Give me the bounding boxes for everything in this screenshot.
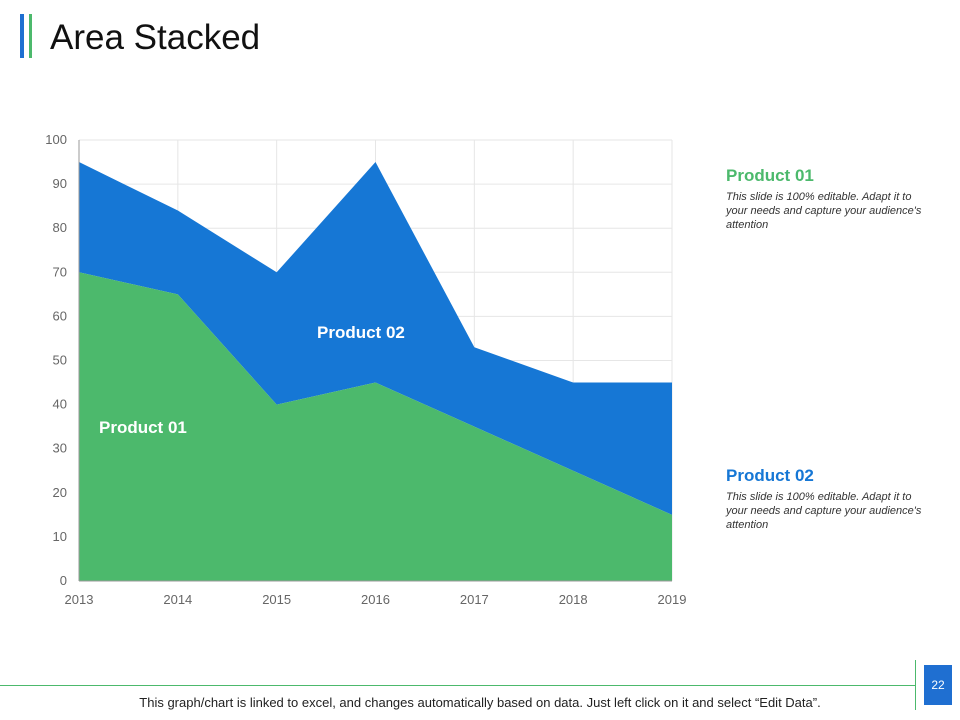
footer-divider [0, 685, 915, 686]
area-label-product01: Product 01 [99, 418, 187, 437]
area-series-product02 [79, 162, 672, 515]
y-tick-label: 20 [53, 485, 67, 500]
legend-product01-desc: This slide is 100% editable. Adapt it to… [726, 191, 922, 231]
legend-product01-title: Product 01 [726, 166, 814, 185]
y-tick-label: 90 [53, 176, 67, 191]
legend-product02-title: Product 02 [726, 466, 814, 485]
y-tick-label: 40 [53, 397, 67, 412]
legend-product02: Product 02 This slide is 100% editable. … [726, 466, 926, 532]
x-tick-label: 2018 [559, 592, 588, 607]
y-tick-label: 80 [53, 220, 67, 235]
legend-product02-desc: This slide is 100% editable. Adapt it to… [726, 491, 922, 531]
area-label-product02: Product 02 [317, 323, 405, 342]
x-tick-label: 2015 [262, 592, 291, 607]
title-accent-bar [20, 14, 24, 58]
y-tick-label: 50 [53, 353, 67, 368]
y-tick-label: 0 [60, 573, 67, 588]
title-accent-bar-green [29, 14, 32, 58]
footer-note: This graph/chart is linked to excel, and… [139, 695, 821, 710]
page-number: 22 [924, 665, 952, 705]
y-tick-label: 10 [53, 529, 67, 544]
legend-product01: Product 01 This slide is 100% editable. … [726, 166, 926, 232]
y-tick-label: 70 [53, 264, 67, 279]
x-tick-label: 2019 [658, 592, 687, 607]
y-tick-label: 30 [53, 441, 67, 456]
x-tick-label: 2014 [163, 592, 192, 607]
area-series-product01 [79, 272, 672, 581]
footer-vertical-divider [915, 660, 916, 710]
y-tick-label: 60 [53, 308, 67, 323]
x-tick-label: 2017 [460, 592, 489, 607]
y-tick-label: 100 [45, 132, 67, 147]
x-tick-label: 2013 [65, 592, 94, 607]
page-title: Area Stacked [50, 18, 261, 57]
x-tick-label: 2016 [361, 592, 390, 607]
